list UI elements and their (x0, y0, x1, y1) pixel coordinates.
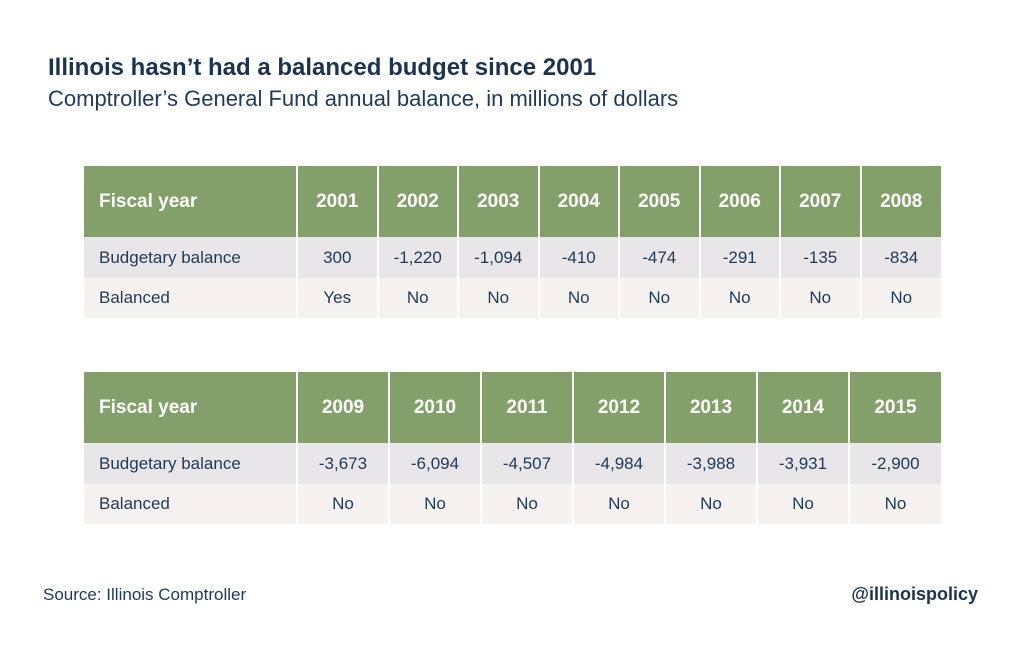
row-label: Balanced (84, 278, 297, 318)
source-note: Source: Illinois Comptroller (43, 585, 247, 604)
balanced-cell: No (859, 278, 941, 318)
balance-cell: -1,094 (457, 237, 539, 278)
balanced-cell: No (457, 278, 539, 318)
balanced-cell: No (618, 278, 700, 318)
balance-row: Budgetary balance -3,673 -6,094 -4,507 -4,98… (84, 443, 941, 484)
year-header: 2009 (296, 372, 389, 443)
year-header: 2002 (376, 166, 458, 237)
year-header: 2011 (480, 372, 573, 443)
balance-cell: -1,220 (376, 237, 458, 278)
budget-table-2009-2015: Fiscal year 2009 2010 2011 2012 2013 2014 2015 B… (84, 372, 941, 524)
balanced-cell: No (296, 484, 389, 524)
balanced-cell: No (388, 484, 481, 524)
budget-table-2001-2008: Fiscal year 2001 2002 2003 2004 2005 2006 2007 2… (84, 166, 941, 318)
year-header: 2008 (859, 166, 941, 237)
year-header: 2013 (664, 372, 757, 443)
balance-cell: -291 (698, 237, 780, 278)
row-label: Budgetary balance (84, 443, 297, 484)
balance-cell: -4,984 (572, 443, 665, 484)
balanced-cell: No (664, 484, 757, 524)
year-header: 2007 (779, 166, 861, 237)
balance-cell: -3,988 (664, 443, 757, 484)
balance-cell: -135 (779, 237, 861, 278)
balance-cell: -3,931 (756, 443, 849, 484)
balanced-cell: No (376, 278, 458, 318)
year-header: 2014 (756, 372, 849, 443)
row-label: Budgetary balance (84, 237, 297, 278)
year-header: 2010 (388, 372, 481, 443)
balance-cell: -474 (618, 237, 700, 278)
balanced-cell: No (848, 484, 941, 524)
header-row: Fiscal year 2009 2010 2011 2012 2013 2014 2015 (84, 372, 941, 443)
header-label: Fiscal year (84, 372, 297, 443)
balanced-cell: No (698, 278, 780, 318)
balance-cell: -2,900 (848, 443, 941, 484)
year-header: 2006 (698, 166, 780, 237)
balanced-cell: No (480, 484, 573, 524)
balance-cell: -3,673 (296, 443, 389, 484)
balanced-cell: Yes (296, 278, 378, 318)
year-header: 2003 (457, 166, 539, 237)
header-label: Fiscal year (84, 166, 297, 237)
social-handle: @illinoispolicy (851, 584, 978, 604)
year-header: 2005 (618, 166, 700, 237)
balanced-cell: No (756, 484, 849, 524)
year-header: 2015 (848, 372, 941, 443)
balance-cell: -410 (537, 237, 619, 278)
balanced-cell: No (537, 278, 619, 318)
year-header: 2004 (537, 166, 619, 237)
balance-cell: -6,094 (388, 443, 481, 484)
balanced-row: Balanced No No No No No No No (84, 484, 941, 524)
balanced-cell: No (572, 484, 665, 524)
year-header: 2012 (572, 372, 665, 443)
chart-subtitle: Comptroller’s General Fund annual balanc… (48, 86, 679, 111)
year-header: 2001 (296, 166, 378, 237)
balanced-cell: No (779, 278, 861, 318)
chart-title: Illinois hasn’t had a balanced budget si… (48, 54, 597, 81)
balanced-row: Balanced Yes No No No No No No No (84, 278, 941, 318)
header-row: Fiscal year 2001 2002 2003 2004 2005 2006 2007 2… (84, 166, 941, 237)
row-label: Balanced (84, 484, 297, 524)
balance-row: Budgetary balance 300 -1,220 -1,094 -410 -474… (84, 237, 941, 278)
balance-cell: -834 (859, 237, 941, 278)
balance-cell: -4,507 (480, 443, 573, 484)
balance-cell: 300 (296, 237, 378, 278)
